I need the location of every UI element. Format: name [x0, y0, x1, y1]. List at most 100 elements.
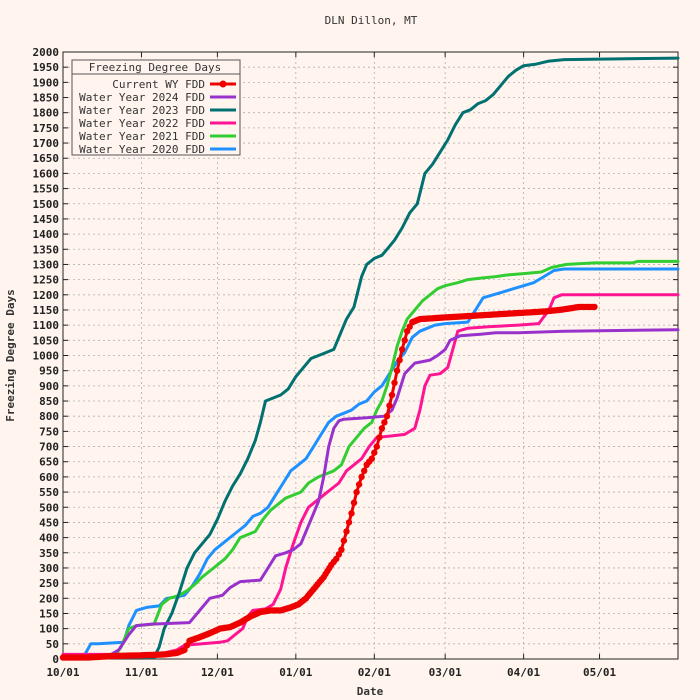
y-tick-label: 1600 [33, 167, 60, 180]
y-tick-label: 1900 [33, 76, 60, 89]
x-tick-label: 01/01 [279, 666, 312, 679]
data-point [371, 449, 378, 456]
y-tick-label: 1150 [33, 304, 60, 317]
series-current-wy-fdd [59, 303, 598, 661]
data-point [343, 528, 350, 535]
y-tick-label: 0 [52, 653, 59, 666]
y-tick-label: 550 [39, 486, 59, 499]
y-tick-label: 1650 [33, 152, 60, 165]
data-point [345, 519, 353, 526]
y-tick-label: 400 [39, 532, 59, 545]
y-tick-label: 1050 [33, 334, 60, 347]
series-water-year-2021-fdd [61, 259, 680, 659]
legend-entry-label: Water Year 2022 FDD [79, 117, 205, 130]
data-point [381, 419, 388, 426]
y-tick-label: 1550 [33, 183, 60, 196]
y-tick-label: 700 [39, 441, 59, 454]
y-tick-label: 600 [39, 471, 59, 484]
y-tick-label: 950 [39, 365, 59, 378]
y-tick-label: 100 [39, 623, 59, 636]
chart-title: DLN Dillon, MT [325, 14, 418, 27]
legend-title: Freezing Degree Days [89, 61, 221, 74]
y-tick-label: 650 [39, 456, 59, 469]
x-tick-label: 10/01 [46, 666, 79, 679]
x-tick-label: 03/01 [429, 666, 462, 679]
y-tick-label: 250 [39, 577, 59, 590]
data-point [353, 488, 360, 496]
y-tick-label: 500 [39, 501, 59, 514]
y-tick-label: 1200 [33, 289, 60, 302]
x-axis: 10/01 11/01 12/01 01/01 02/01 03/01 04/01 05/01 [46, 52, 616, 679]
data-point [368, 455, 375, 462]
y-tick-label: 350 [39, 547, 59, 560]
y-tick-label: 1250 [33, 274, 60, 287]
x-tick-label: 02/01 [358, 666, 391, 679]
y-tick-label: 1000 [33, 350, 60, 363]
y-tick-label: 1350 [33, 243, 60, 256]
series-line [61, 259, 680, 659]
x-tick-label: 04/01 [507, 666, 540, 679]
y-tick-label: 1700 [33, 137, 60, 150]
data-point [386, 402, 393, 409]
y-tick-label: 900 [39, 380, 59, 393]
data-point [376, 434, 383, 441]
y-tick-label: 450 [39, 516, 59, 529]
data-point [361, 467, 368, 474]
series-lines [59, 56, 680, 661]
data-point [355, 481, 363, 488]
data-point [398, 346, 406, 353]
series-line [61, 56, 680, 659]
y-tick-label: 1800 [33, 107, 60, 120]
y-tick-label: 2000 [33, 46, 60, 59]
y-tick-label: 200 [39, 592, 59, 605]
legend-entry-label: Water Year 2021 FDD [79, 130, 205, 143]
y-tick-label: 1300 [33, 258, 60, 271]
y-axis-title: Freezing Degree Days [4, 289, 17, 421]
y-tick-label: 1450 [33, 213, 60, 226]
legend-marker [219, 80, 227, 88]
data-point [350, 499, 358, 506]
data-point [338, 546, 345, 553]
y-tick-label: 750 [39, 425, 59, 438]
y-tick-label: 800 [39, 410, 59, 423]
y-axis: 0 50 100 150 200 250 300 350 400 450 500 550 600 650 7… [33, 46, 678, 666]
legend-entry-label: Water Year 2024 FDD [79, 91, 205, 104]
x-tick-label: 12/01 [201, 666, 234, 679]
series-line [61, 293, 680, 656]
y-tick-label: 1750 [33, 122, 60, 135]
data-point [340, 537, 348, 544]
y-tick-label: 1100 [33, 319, 60, 332]
x-tick-label: 05/01 [583, 666, 616, 679]
data-point [348, 510, 355, 517]
y-tick-label: 150 [39, 607, 59, 620]
data-point [388, 391, 396, 399]
data-point [391, 379, 398, 386]
y-tick-label: 1400 [33, 228, 60, 241]
x-tick-label: 11/01 [125, 666, 158, 679]
legend-entry-label: Water Year 2023 FDD [79, 104, 205, 117]
y-tick-label: 1850 [33, 92, 60, 105]
data-point [393, 367, 401, 374]
y-tick-label: 50 [46, 638, 59, 651]
legend-box [71, 59, 241, 156]
data-point [401, 337, 408, 344]
y-tick-label: 300 [39, 562, 59, 575]
legend-entry-label: Current WY FDD [112, 78, 205, 91]
data-point [383, 413, 391, 420]
series-water-year-2023-fdd [61, 56, 680, 659]
y-tick-label: 1500 [33, 198, 60, 211]
data-point [378, 425, 386, 432]
legend-entry-label: Water Year 2020 FDD [79, 143, 205, 156]
series-water-year-2022-fdd [61, 293, 680, 656]
series-line [61, 328, 680, 658]
x-axis-title: Date [357, 685, 384, 698]
data-point [358, 473, 365, 481]
series-water-year-2024-fdd [61, 328, 680, 658]
data-point [396, 356, 403, 364]
data-point [373, 443, 380, 450]
y-tick-label: 1950 [33, 61, 60, 74]
y-tick-label: 850 [39, 395, 59, 408]
data-point [591, 303, 598, 311]
